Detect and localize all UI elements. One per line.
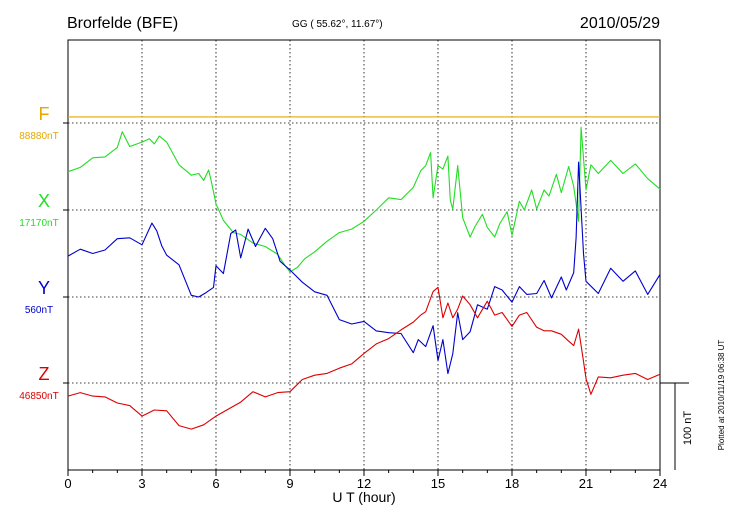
- x-tick-label: 3: [138, 476, 145, 491]
- x-axis-label: U T (hour): [332, 489, 395, 505]
- x-axis-ticks: 0 3 6 9 12 15 18 21 24: [64, 470, 667, 491]
- plot-grid: [68, 40, 660, 470]
- trace-y: [67, 161, 661, 375]
- scale-bar: 100 nT: [660, 382, 694, 470]
- x-tick-label: 9: [286, 476, 293, 491]
- scale-bar-label: 100 nT: [682, 411, 694, 446]
- x-tick-label: 6: [212, 476, 219, 491]
- x-tick-label: 18: [505, 476, 519, 491]
- x-tick-label: 12: [357, 476, 371, 491]
- x-tick-label: 0: [64, 476, 71, 491]
- x-tick-label: 24: [653, 476, 667, 491]
- station-coordinates: GG ( 55.62°, 11.67°): [292, 19, 383, 30]
- baseline-f: 88880nT: [19, 131, 58, 142]
- station-title: Brorfelde (BFE): [67, 15, 178, 32]
- plotted-timestamp: Plotted at 2010/11/19 06:38 UT: [717, 340, 726, 451]
- chart-date: 2010/05/29: [580, 15, 660, 32]
- traces: [67, 116, 661, 430]
- label-f: F: [39, 104, 50, 124]
- trace-z: [67, 286, 661, 430]
- x-tick-label: 21: [579, 476, 593, 491]
- baseline-x: 17170nT: [19, 218, 58, 229]
- label-z: Z: [39, 364, 50, 384]
- label-x: X: [38, 191, 50, 211]
- label-y: Y: [38, 278, 50, 298]
- trace-x: [67, 126, 661, 273]
- component-labels: F 88880nT X 17170nT Y 560nT Z 46850nT: [19, 104, 68, 402]
- x-tick-label: 15: [431, 476, 445, 491]
- baseline-y: 560nT: [25, 305, 53, 316]
- baseline-z: 46850nT: [19, 391, 58, 402]
